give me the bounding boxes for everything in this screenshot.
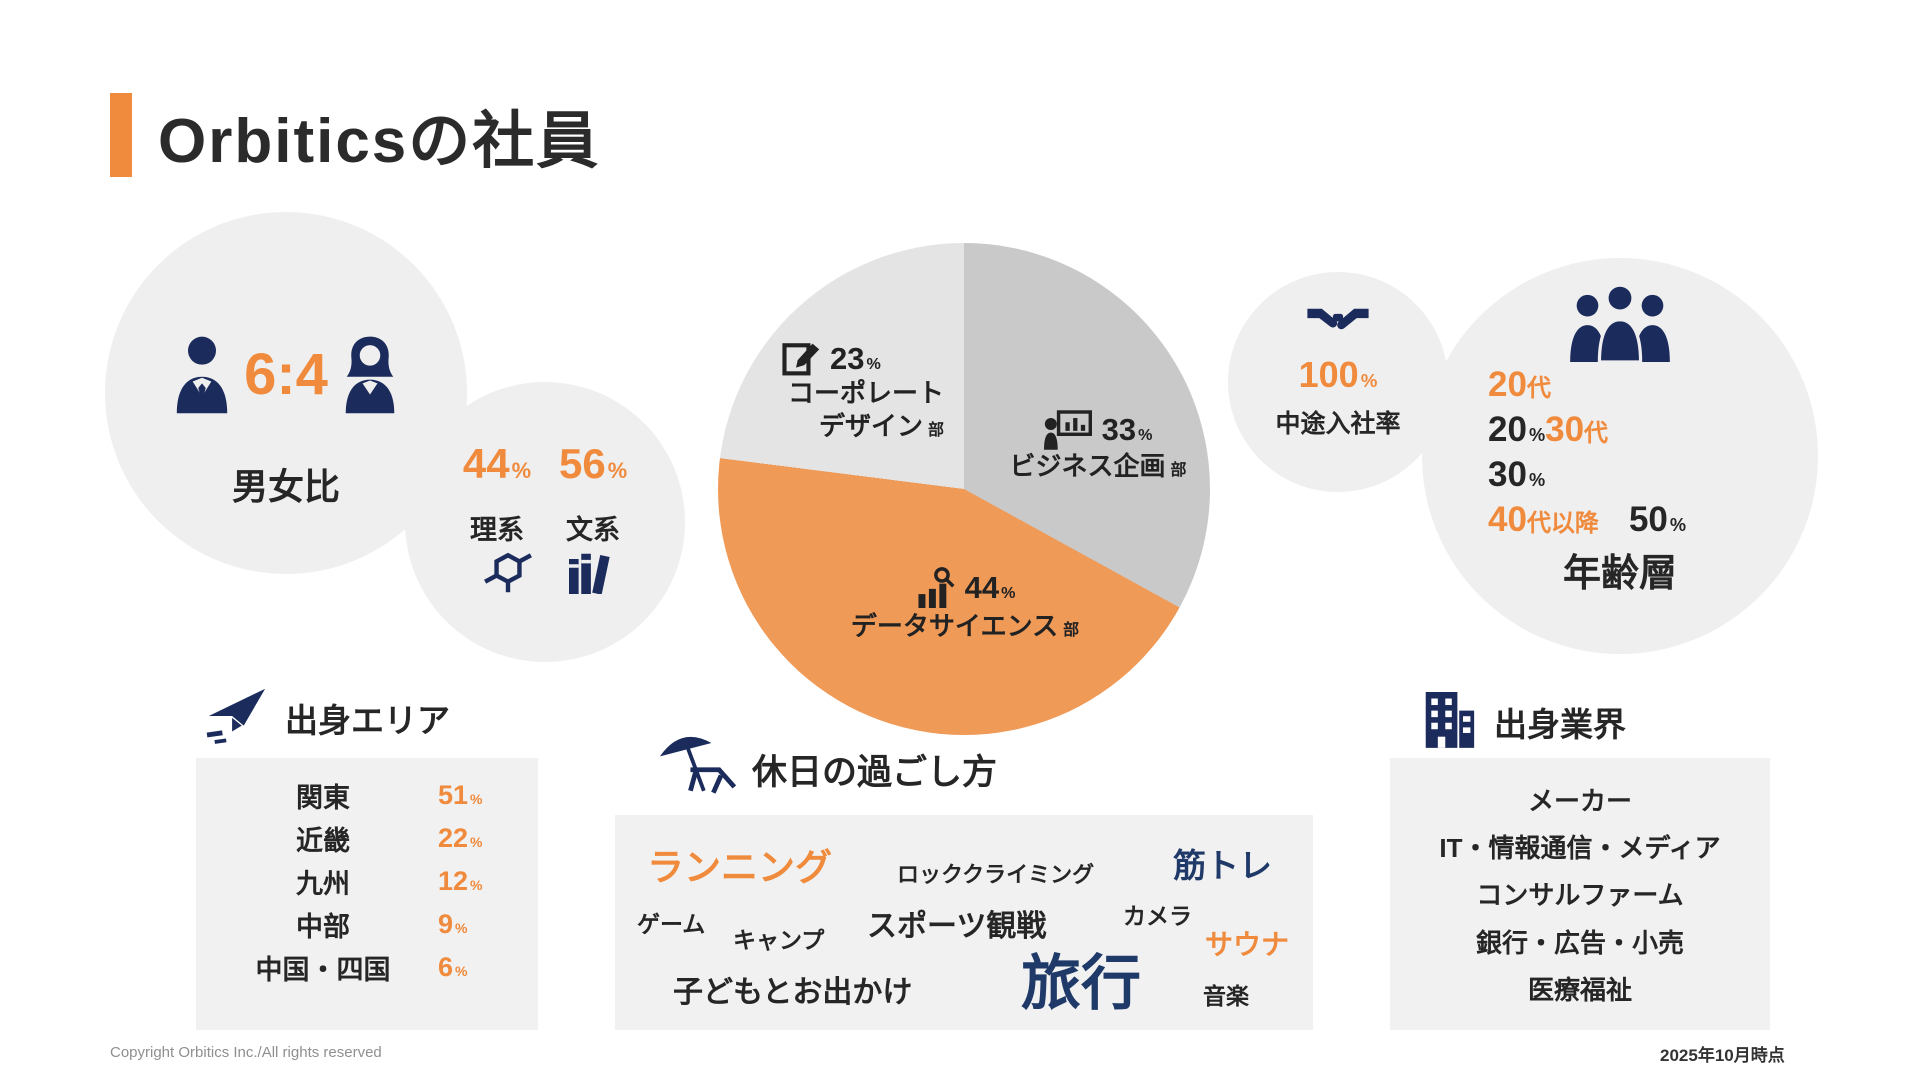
building-icon — [1422, 690, 1476, 748]
department-pie-chart — [718, 243, 1210, 735]
business-planning-value: 33% — [1101, 412, 1153, 447]
age-20s-value: 20% — [1488, 409, 1546, 449]
humanities-label: 文系 — [566, 515, 620, 545]
data-science-label: データサイエンス部 — [850, 611, 1080, 641]
holiday-word: ロッククライミング — [897, 862, 1095, 887]
holiday-word: 筋トレ — [1173, 847, 1272, 884]
copyright-text: Copyright Orbitics Inc./All rights reser… — [110, 1044, 382, 1061]
as-of-date: 2025年10月時点 — [1660, 1046, 1785, 1065]
industry-section-title: 出身業界 — [1494, 706, 1626, 743]
education-icons — [405, 550, 685, 594]
corporate-design-label-line1: コーポレート — [787, 378, 944, 408]
industry-item: IT・情報通信・メディア — [1439, 833, 1721, 864]
corporate-design-value: 23% — [830, 340, 881, 376]
education-values: 44% 56% — [405, 440, 685, 488]
pie-label-business-planning: 33% ビジネス企画部 — [998, 410, 1198, 483]
holiday-word: カメラ — [1123, 903, 1192, 929]
industry-item: コンサルファーム — [1476, 880, 1684, 911]
area-name: 中国・四国 — [255, 955, 391, 985]
age-distribution-lines: 20代 20% 30代 30% 40代以降 50% — [1488, 362, 1686, 542]
midcareer-value: 100% — [1298, 354, 1378, 395]
age-40s-value: 50% — [1628, 499, 1687, 539]
holiday-word: ランニング — [647, 847, 832, 888]
age-distribution-card: 20代 20% 30代 30% 40代以降 50% 年齢層 — [1422, 258, 1818, 654]
area-name: 関東 — [296, 783, 350, 813]
male-person-icon — [174, 334, 230, 414]
age-40s-label: 40代以降 — [1488, 499, 1599, 539]
education-background-card: 44% 56% 理系 文系 — [405, 382, 685, 662]
area-row-chubu: 中部 9% — [196, 903, 538, 946]
age-line-20s-value-30s: 20% 30代 — [1488, 407, 1686, 452]
age-20s-label: 20代 — [1488, 364, 1551, 404]
holiday-word: サウナ — [1205, 929, 1290, 960]
holiday-word: 旅行 — [1021, 950, 1141, 1017]
science-label: 理系 — [470, 515, 524, 545]
people-group-icon — [1568, 284, 1672, 362]
area-value: 6% — [438, 952, 468, 982]
area-section-title: 出身エリア — [285, 702, 450, 739]
area-row-kanto: 関東 51% — [196, 774, 538, 817]
holiday-word: キャンプ — [733, 927, 825, 953]
area-name: 九州 — [296, 869, 350, 899]
age-line-20s: 20代 — [1488, 362, 1686, 407]
beach-icon — [658, 733, 742, 797]
gender-ratio-card: 6:4 男女比 — [105, 212, 467, 574]
industry-item: 医療福祉 — [1527, 974, 1632, 1005]
pie-label-data-science: 44% データサイエンス部 — [842, 566, 1088, 643]
industry-item: メーカー — [1527, 786, 1632, 817]
gender-ratio-row: 6:4 — [105, 334, 467, 414]
holiday-word: ゲーム — [637, 911, 706, 937]
chart-magnifier-icon — [915, 566, 955, 610]
page-title: Orbiticsの社員 — [158, 107, 601, 176]
corporate-design-label-line2: デザイン部 — [818, 411, 944, 442]
gender-ratio-value: 6:4 — [244, 341, 328, 407]
molecule-icon — [477, 550, 539, 594]
area-value: 22% — [438, 823, 483, 853]
industry-item: 銀行・広告・小売 — [1475, 927, 1684, 958]
midcareer-card: 100% 中途入社率 — [1228, 272, 1448, 492]
area-value: 9% — [438, 909, 468, 939]
area-table: 関東 51% 近畿 22% 九州 12% 中部 9% 中国・四国 6% — [196, 758, 538, 1030]
holiday-word: スポーツ観戦 — [867, 910, 1047, 943]
industry-list: メーカー IT・情報通信・メディア コンサルファーム 銀行・広告・小売 医療福祉 — [1390, 758, 1770, 1030]
age-line-30s-value: 30% — [1488, 452, 1686, 497]
business-planning-label: ビジネス企画部 — [1009, 451, 1187, 481]
holiday-word: 音楽 — [1203, 983, 1249, 1009]
area-row-kinki: 近畿 22% — [196, 817, 538, 860]
holiday-word: 子どもとお出かけ — [673, 976, 913, 1009]
age-30s-label: 30代 — [1545, 409, 1609, 449]
area-row-chugoku-shikoku: 中国・四国 6% — [196, 946, 538, 989]
age-30s-value: 30% — [1488, 454, 1546, 494]
paper-plane-icon — [203, 686, 267, 744]
document-pen-icon — [782, 340, 820, 377]
books-icon — [567, 552, 613, 594]
area-name: 近畿 — [296, 826, 350, 856]
title-accent-bar — [110, 93, 132, 177]
area-row-kyushu: 九州 12% — [196, 860, 538, 903]
data-science-value: 44% — [964, 570, 1016, 605]
age-line-40s: 40代以降 50% — [1488, 497, 1686, 542]
science-value: 44% — [462, 440, 531, 487]
holiday-word-cloud: ランニング ロッククライミング 筋トレ ゲーム キャンプ スポーツ観戦 カメラ … — [615, 815, 1313, 1030]
area-value: 12% — [438, 866, 483, 896]
female-person-icon — [342, 334, 398, 414]
area-name: 中部 — [296, 912, 350, 942]
humanities-value: 56% — [559, 440, 628, 487]
handshake-icon — [1307, 302, 1369, 336]
holiday-section-title: 休日の過ごし方 — [752, 753, 998, 792]
midcareer-label: 中途入社率 — [1275, 410, 1401, 438]
area-value: 51% — [438, 780, 483, 810]
presentation-icon — [1043, 410, 1092, 450]
education-labels: 理系 文系 — [405, 508, 685, 547]
pie-label-corporate-design: 23% コーポレート デザイン部 — [782, 340, 944, 444]
age-section-title: 年齢層 — [1562, 553, 1677, 595]
gender-ratio-label: 男女比 — [231, 466, 340, 507]
